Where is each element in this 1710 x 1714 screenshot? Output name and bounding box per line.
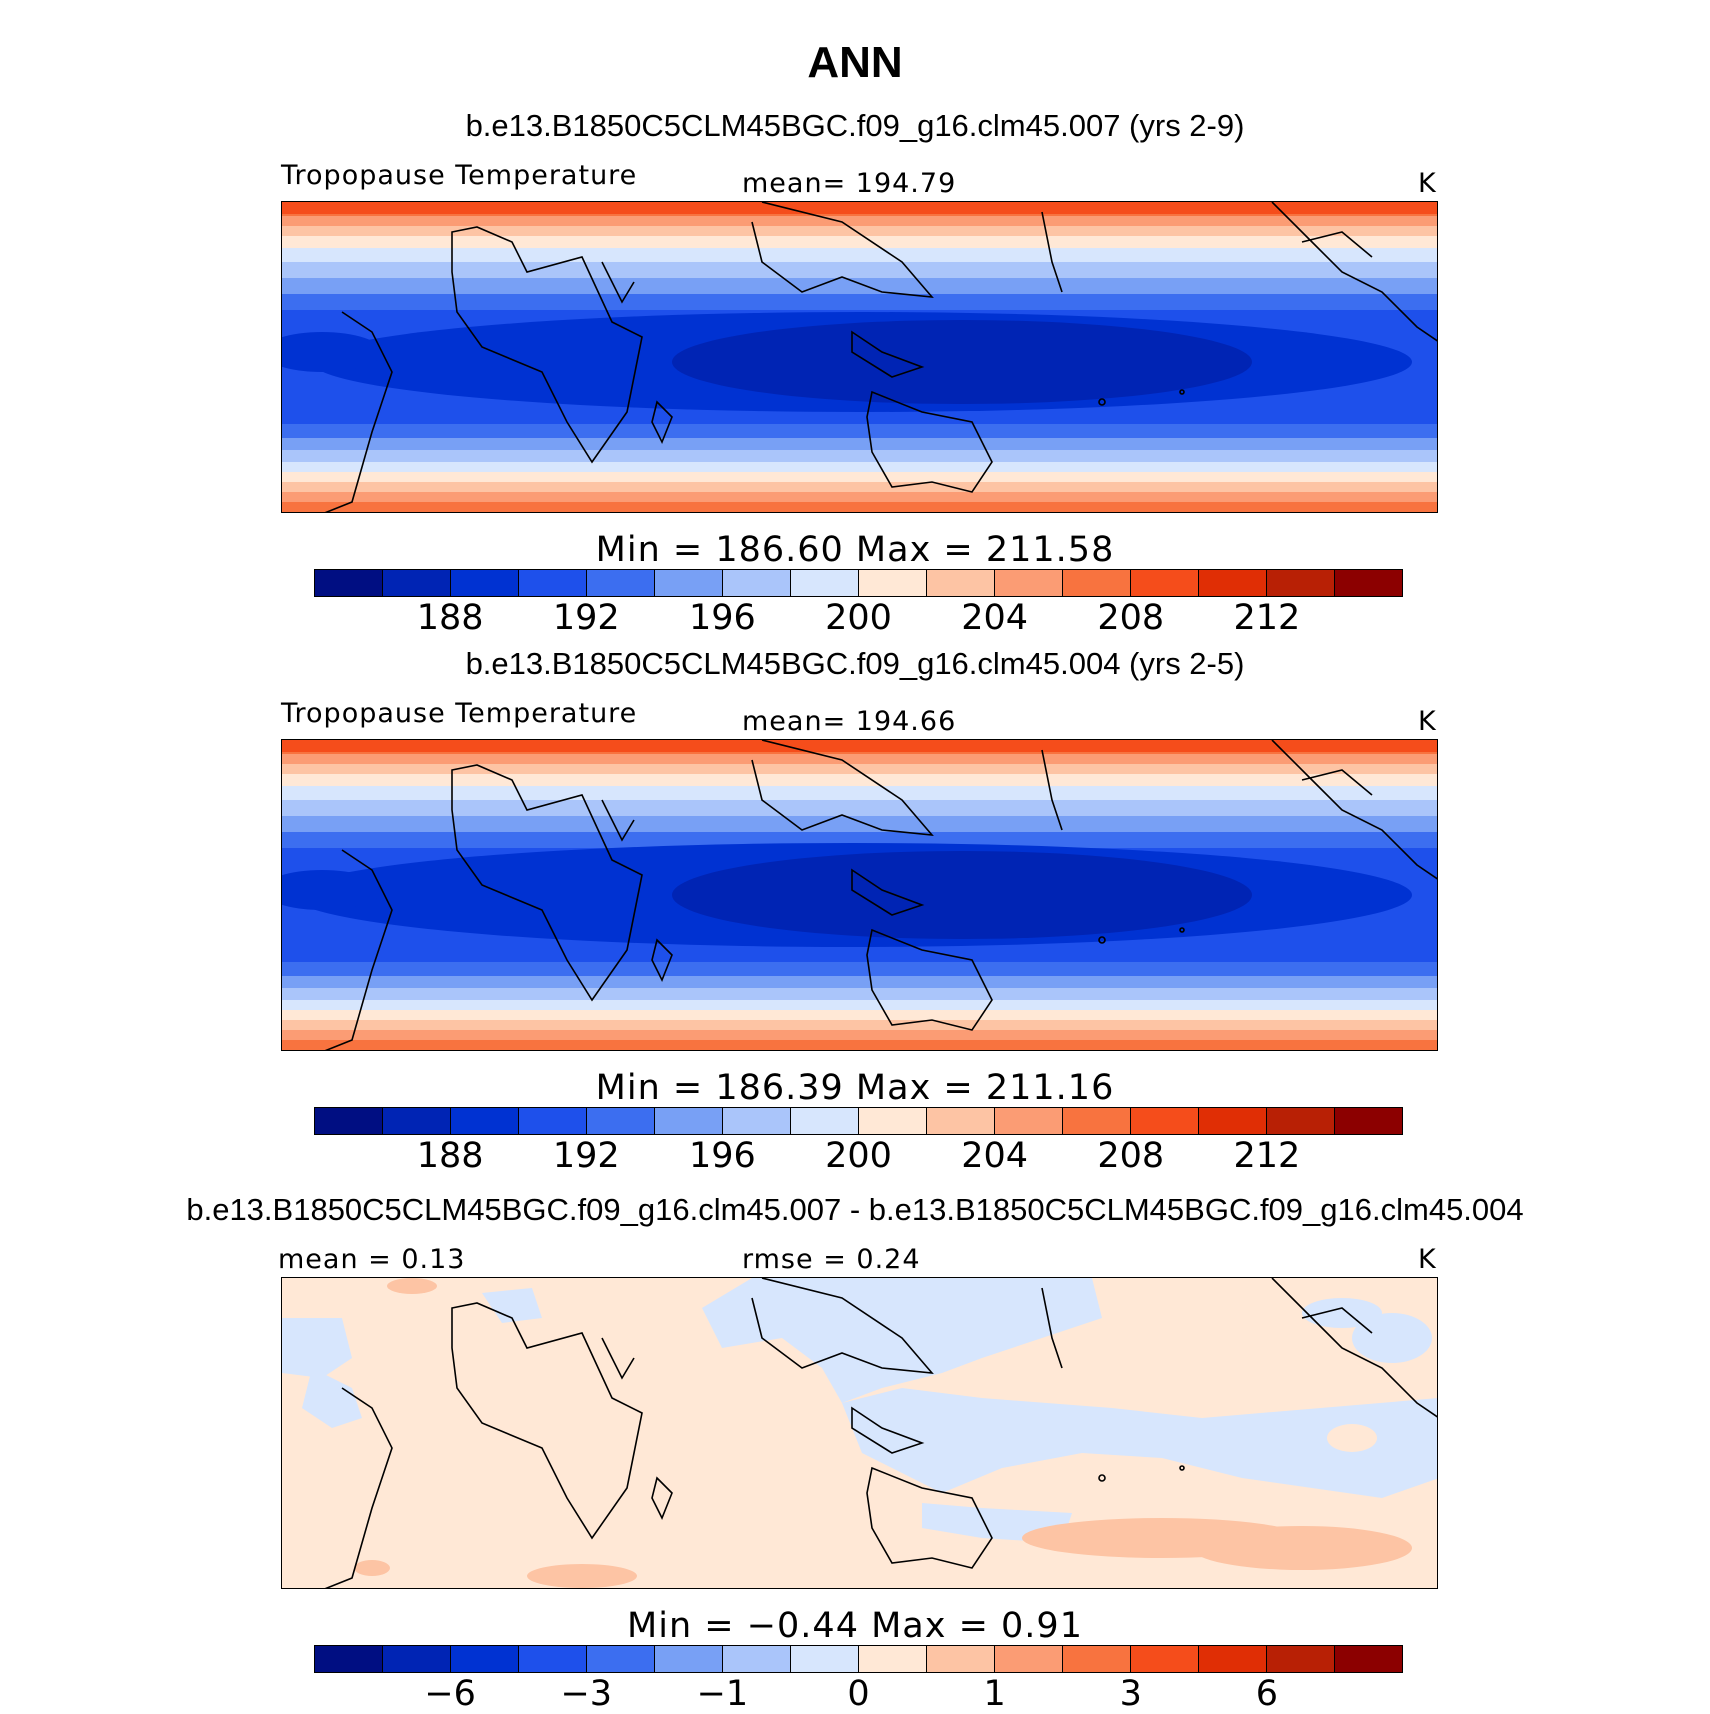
panel2-colorbar-swatch <box>995 1108 1063 1134</box>
panel1-mean-label: mean= 194.79 <box>742 168 957 199</box>
panel2-colorbar-tick-label: 188 <box>416 1136 484 1176</box>
panel3-minmax: Min = −0.44 Max = 0.91 <box>627 1606 1083 1646</box>
panel2-colorbar <box>314 1107 1403 1135</box>
panel2-colorbar-swatch <box>451 1108 519 1134</box>
panel3-rmse-label: rmse = 0.24 <box>742 1244 921 1275</box>
panel1-minmax: Min = 186.60 Max = 211.58 <box>595 530 1115 570</box>
panel1-colorbar-swatch <box>1131 570 1199 596</box>
panel2-colorbar-tick-label: 192 <box>552 1136 620 1176</box>
panel3-colorbar-swatch <box>1199 1646 1267 1672</box>
panel1-colorbar-tick-label: 192 <box>552 598 620 638</box>
panel2-map <box>281 739 1438 1051</box>
panel2-minmax: Min = 186.39 Max = 211.16 <box>595 1068 1115 1108</box>
panel1-colorbar-swatch <box>791 570 859 596</box>
panel2-variable-label: Tropopause Temperature <box>281 698 638 729</box>
panel2-colorbar-tick-label: 204 <box>961 1136 1029 1176</box>
panel1-colorbar-swatch <box>1267 570 1335 596</box>
panel1-case-title: b.e13.B1850C5CLM45BGC.f09_g16.clm45.007 … <box>465 108 1245 143</box>
panel1-colorbar-swatch <box>655 570 723 596</box>
panel3-colorbar-tick-label: 0 <box>847 1674 870 1714</box>
panel3-colorbar-swatch <box>859 1646 927 1672</box>
panel1-coastlines <box>324 202 1437 512</box>
panel2-colorbar-swatch <box>1131 1108 1199 1134</box>
panel3-colorbar-swatch <box>1063 1646 1131 1672</box>
panel1-colorbar-tick-label: 208 <box>1097 598 1165 638</box>
panel3-colorbar-swatch <box>791 1646 859 1672</box>
panel2-colorbar-swatch <box>927 1108 995 1134</box>
panel2-mean-label: mean= 194.66 <box>742 706 957 737</box>
panel3-coastlines <box>324 1278 1437 1588</box>
panel2-colorbar-swatch <box>587 1108 655 1134</box>
panel3-colorbar <box>314 1645 1403 1673</box>
panel3-colorbar-tick-label: −1 <box>696 1674 749 1714</box>
panel2-case-title: b.e13.B1850C5CLM45BGC.f09_g16.clm45.004 … <box>465 646 1245 681</box>
panel1-colorbar-swatch <box>519 570 587 596</box>
panel3-colorbar-tick-label: 1 <box>983 1674 1006 1714</box>
panel1-colorbar-swatch <box>1199 570 1267 596</box>
panel2-units-label: K <box>1418 706 1437 737</box>
panel3-colorbar-swatch <box>383 1646 451 1672</box>
panel1-colorbar-swatch <box>723 570 791 596</box>
panel1-field-bands <box>282 202 1437 512</box>
panel3-colorbar-swatch <box>519 1646 587 1672</box>
panel2-colorbar-tick-label: 208 <box>1097 1136 1165 1176</box>
panel2-colorbar-swatch <box>1063 1108 1131 1134</box>
panel1-colorbar-swatch <box>1335 570 1402 596</box>
panel2-colorbar-swatch <box>859 1108 927 1134</box>
panel3-colorbar-swatch <box>315 1646 383 1672</box>
panel3-colorbar-swatch <box>995 1646 1063 1672</box>
panel3-colorbar-swatch <box>1267 1646 1335 1672</box>
figure-title: ANN <box>807 38 903 87</box>
panel3-colorbar-swatch <box>1335 1646 1402 1672</box>
panel1-colorbar-swatch <box>859 570 927 596</box>
panel3-colorbar-tick-label: 6 <box>1255 1674 1279 1714</box>
panel3-colorbar-swatch <box>451 1646 519 1672</box>
panel3-mean-label: mean = 0.13 <box>278 1244 466 1275</box>
panel1-colorbar-swatch <box>451 570 519 596</box>
panel3-colorbar-swatch <box>587 1646 655 1672</box>
panel3-colorbar-tick-label: −3 <box>560 1674 613 1714</box>
panel2-colorbar-tick-label: 196 <box>688 1136 756 1176</box>
panel1-colorbar <box>314 569 1403 597</box>
panel3-colorbar-swatch <box>1131 1646 1199 1672</box>
panel2-colorbar-swatch <box>315 1108 383 1134</box>
panel2-colorbar-swatch <box>519 1108 587 1134</box>
panel2-colorbar-swatch <box>1199 1108 1267 1134</box>
panel3-colorbar-swatch <box>655 1646 723 1672</box>
panel1-colorbar-tick-label: 204 <box>961 598 1029 638</box>
panel2-colorbar-swatch <box>1267 1108 1335 1134</box>
panel2-colorbar-swatch <box>655 1108 723 1134</box>
panel1-colorbar-tick-label: 196 <box>688 598 756 638</box>
panel1-colorbar-ticks: 188 192 196 200 204 208 212 <box>0 598 1710 642</box>
panel3-colorbar-swatch <box>723 1646 791 1672</box>
panel1-colorbar-swatch <box>587 570 655 596</box>
panel1-colorbar-tick-label: 200 <box>825 598 892 638</box>
panel2-colorbar-tick-label: 200 <box>825 1136 892 1176</box>
panel1-variable-label: Tropopause Temperature <box>281 160 638 191</box>
panel3-map <box>281 1277 1438 1589</box>
panel1-colorbar-swatch <box>927 570 995 596</box>
panel2-colorbar-swatch <box>1335 1108 1402 1134</box>
panel1-units-label: K <box>1418 168 1437 199</box>
panel3-colorbar-tick-label: 3 <box>1119 1674 1142 1714</box>
panel2-colorbar-swatch <box>723 1108 791 1134</box>
panel2-colorbar-tick-label: 212 <box>1233 1136 1301 1176</box>
panel3-units-label: K <box>1418 1244 1437 1275</box>
panel3-colorbar-tick-label: −6 <box>424 1674 476 1714</box>
panel1-colorbar-swatch <box>1063 570 1131 596</box>
panel1-colorbar-swatch <box>383 570 451 596</box>
panel3-colorbar-swatch <box>927 1646 995 1672</box>
panel2-coastlines <box>324 740 1437 1050</box>
panel1-map <box>281 201 1438 513</box>
panel1-colorbar-tick-label: 188 <box>416 598 484 638</box>
panel1-colorbar-swatch <box>995 570 1063 596</box>
panel2-colorbar-ticks: 188 192 196 200 204 208 212 <box>0 1136 1710 1180</box>
panel1-colorbar-tick-label: 212 <box>1233 598 1301 638</box>
panel3-colorbar-ticks: −6 −3 −1 0 1 3 6 <box>0 1674 1710 1714</box>
panel3-case-title: b.e13.B1850C5CLM45BGC.f09_g16.clm45.007 … <box>186 1192 1524 1227</box>
panel2-colorbar-swatch <box>383 1108 451 1134</box>
panel1-colorbar-swatch <box>315 570 383 596</box>
panel2-colorbar-swatch <box>791 1108 859 1134</box>
